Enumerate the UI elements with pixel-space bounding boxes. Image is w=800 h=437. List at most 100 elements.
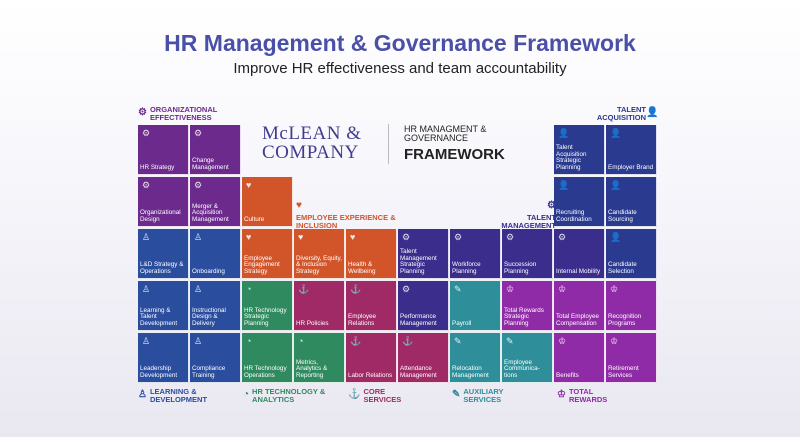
category-learning-development: ♙ LEARNING & DEVELOPMENT: [138, 387, 208, 404]
tile-change-management[interactable]: ⚙ Change Management: [190, 125, 241, 175]
tile-label: HR Technology Operations: [244, 365, 287, 380]
person-icon: ♙: [142, 232, 151, 242]
tile-employer-brand[interactable]: 👤 Employer Brand: [606, 125, 657, 175]
tile-retirement-services[interactable]: ♔ Retirement Services: [606, 333, 657, 383]
tile-label: Attendance Management: [400, 365, 437, 380]
tile-label: Leadership Development: [140, 365, 178, 380]
tile-recognition-programs[interactable]: ♔ Recognition Programs: [606, 281, 657, 331]
tile-candidate-sourcing[interactable]: 👤 Candidate Sourcing: [606, 177, 657, 227]
tile-labor-relations[interactable]: ⚓ Labor Relations: [346, 333, 397, 383]
category-organizational-effectiveness: ⚙ ORGANIZATIONAL EFFECTIVENESS: [138, 105, 218, 122]
gear-person-icon: ⚙: [454, 232, 463, 242]
person-icon: ♙: [142, 336, 151, 346]
tile-talent-management-strategic-planning[interactable]: ⚙ Talent Management Strategic Planning: [398, 229, 449, 279]
tile-label: Instructional Design & Delivery: [192, 306, 226, 328]
tile-label: Relocation Management: [452, 365, 489, 380]
tile-l-d-strategy-operations[interactable]: ♙ L&D Strategy & Operations: [138, 229, 189, 279]
chart-icon: ◔: [298, 336, 304, 346]
tile-label: Recruiting Coordination: [556, 209, 592, 224]
tile-employee-relations[interactable]: ⚓ Employee Relations: [346, 281, 397, 331]
tile-label: Total Employee Compensation: [556, 313, 600, 328]
gear-person-icon: ⚙: [402, 284, 411, 294]
tile-employee-communica-tions[interactable]: ✎ Employee Communica-tions: [502, 333, 553, 383]
category-auxiliary-services: ✎ AUXILIARY SERVICES: [452, 387, 504, 404]
hand-heart-icon: ♥: [350, 232, 356, 242]
category-employee-experience: ♥ EMPLOYEE EXPERIENCE & INCLUSION: [296, 200, 396, 230]
tile-benefits[interactable]: ♔ Benefits: [554, 333, 605, 383]
tile-payroll[interactable]: ✎ Payroll: [450, 281, 501, 331]
page-title: HR Management & Governance Framework: [164, 30, 636, 56]
gears-icon: ⚙: [142, 180, 151, 190]
chart-icon: ◔: [246, 284, 252, 294]
tile-candidate-selection[interactable]: 👤 Candidate Selection: [606, 229, 657, 279]
tile-workforce-planning[interactable]: ⚙ Workforce Planning: [450, 229, 501, 279]
category-total-rewards: ♔ TOTAL REWARDS: [557, 387, 608, 404]
tile-learning-talent-development[interactable]: ♙ Learning & Talent Development: [138, 281, 189, 331]
tile-diversity-equity-inclusion-strategy[interactable]: ♥ Diversity, Equity, & Inclusion Strategy: [294, 229, 345, 279]
tile-label: Retirement Services: [608, 365, 639, 380]
tile-talent-acquisition-strategic-planning[interactable]: 👤 Talent Acquisition Strategic Planning: [554, 125, 605, 175]
tile-label: Workforce Planning: [452, 261, 481, 276]
anchor-icon: ⚓: [298, 284, 310, 294]
tile-compliance-training[interactable]: ♙ Compliance Training: [190, 333, 241, 383]
trophy-icon: ♔: [610, 284, 619, 294]
gear-person-icon: ⚙: [402, 232, 411, 242]
tile-hr-technology-operations[interactable]: ◔ HR Technology Operations: [242, 333, 293, 383]
tile-label: Health & Wellbeing: [348, 261, 376, 276]
tile-relocation-management[interactable]: ✎ Relocation Management: [450, 333, 501, 383]
tile-performance-management[interactable]: ⚙ Performance Management: [398, 281, 449, 331]
anchor-icon: ⚓: [350, 284, 362, 294]
wrench-icon: ✎: [454, 284, 462, 294]
hand-heart-icon: ♥: [246, 232, 252, 242]
tile-metrics-analytics-reporting[interactable]: ◔ Metrics, Analytics & Reporting: [294, 333, 345, 383]
tile-organizational-design[interactable]: ⚙ Organizational Design: [138, 177, 189, 227]
tile-label: Merger & Acquisition Management: [192, 202, 229, 224]
wrench-icon: ✎: [452, 389, 461, 400]
tile-succession-planning[interactable]: ⚙ Succession Planning: [502, 229, 553, 279]
tile-recruiting-coordination[interactable]: 👤 Recruiting Coordination: [554, 177, 605, 227]
anchor-icon: ⚓: [402, 336, 414, 346]
tile-merger-acquisition-management[interactable]: ⚙ Merger & Acquisition Management: [190, 177, 241, 227]
tile-total-employee-compensation[interactable]: ♔ Total Employee Compensation: [554, 281, 605, 331]
tile-label: HR Policies: [296, 320, 329, 328]
tile-hr-technology-strategic-planning[interactable]: ◔ HR Technology Strategic Planning: [242, 281, 293, 331]
page-subtitle: Improve HR effectiveness and team accoun…: [233, 60, 567, 77]
person-add-icon: 👤: [610, 180, 622, 190]
person-add-icon: 👤: [610, 232, 622, 242]
category-hr-technology: ◔ HR TECHNOLOGY & ANALYTICS: [243, 387, 326, 404]
tile-leadership-development[interactable]: ♙ Leadership Development: [138, 333, 189, 383]
tile-label: HR Strategy: [140, 164, 175, 172]
tile-health-wellbeing[interactable]: ♥ Health & Wellbeing: [346, 229, 397, 279]
tile-instructional-design-delivery[interactable]: ♙ Instructional Design & Delivery: [190, 281, 241, 331]
tile-culture[interactable]: ♥ Culture: [242, 177, 293, 227]
wrench-icon: ✎: [506, 336, 514, 346]
gears-icon: ⚙: [142, 128, 151, 138]
tile-label: Change Management: [192, 157, 229, 172]
tile-total-rewards-strategic-planning[interactable]: ♔ Total Rewards Strategic Planning: [502, 281, 553, 331]
tile-hr-strategy[interactable]: ⚙ HR Strategy: [138, 125, 189, 175]
gear-person-icon: ⚙: [506, 232, 515, 242]
hand-heart-icon: ♥: [298, 232, 304, 242]
trophy-icon: ♔: [506, 284, 515, 294]
tile-label: Candidate Sourcing: [608, 209, 637, 224]
gears-icon: ⚙: [194, 128, 203, 138]
tile-label: Candidate Selection: [608, 261, 637, 276]
person-icon: ♙: [138, 389, 147, 400]
tile-label: Recognition Programs: [608, 313, 642, 328]
chart-icon: ◔: [246, 336, 252, 346]
tile-employee-engagement-strategy[interactable]: ♥ Employee Engagement Strategy: [242, 229, 293, 279]
tile-label: HR Technology Strategic Planning: [244, 306, 287, 328]
tile-hr-policies[interactable]: ⚓ HR Policies: [294, 281, 345, 331]
person-add-icon: 👤: [558, 128, 570, 138]
gears-icon: ⚙: [138, 107, 147, 118]
wrench-icon: ✎: [454, 336, 462, 346]
category-talent-acquisition: TALENT ACQUISITION👤: [596, 105, 659, 122]
tile-label: Diversity, Equity, & Inclusion Strategy: [296, 254, 342, 276]
chart-icon: ◔: [243, 389, 250, 400]
tile-attendance-management[interactable]: ⚓ Attendance Management: [398, 333, 449, 383]
tile-internal-mobility[interactable]: ⚙ Internal Mobility: [554, 229, 605, 279]
tile-label: Learning & Talent Development: [140, 306, 178, 328]
tile-label: Metrics, Analytics & Reporting: [296, 358, 328, 380]
tile-onboarding[interactable]: ♙ Onboarding: [190, 229, 241, 279]
tile-label: Compliance Training: [192, 365, 226, 380]
